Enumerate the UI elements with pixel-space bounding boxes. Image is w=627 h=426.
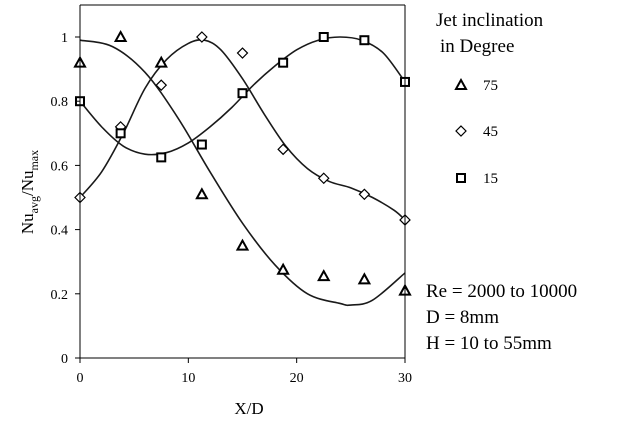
data-point-75-degree: [357, 272, 372, 285]
legend-marker-15-degree: [456, 173, 466, 183]
data-markers: [73, 29, 412, 296]
data-point-75-degree: [317, 269, 331, 282]
x-tick-label: 10: [181, 371, 195, 386]
legend-entries: 75 45 15: [454, 77, 498, 187]
data-point-45-degree: [196, 31, 208, 43]
data-point-45-degree: [236, 47, 249, 59]
y-tick-label: 1: [61, 31, 68, 46]
legend: Jet inclination in Degree 75 45 15: [436, 10, 544, 187]
fit-curve-45-degree: [79, 39, 406, 221]
data-point-45-degree: [155, 79, 168, 91]
legend-label-15-degree: 15: [483, 171, 498, 187]
data-point-45-degree: [277, 143, 289, 156]
x-tick-label: 0: [77, 371, 84, 386]
y-tick-label: 0.6: [51, 159, 69, 174]
legend-title-line-2: in Degree: [440, 36, 514, 57]
legend-marker-75-degree: [454, 77, 468, 90]
legend-marker-45-degree: [455, 125, 467, 137]
annotation-height: H = 10 to 55mm: [426, 333, 552, 354]
axes: 0 10 20 30 0 0.2 0.4 0.6 0.8 1: [51, 4, 412, 386]
y-tick-label: 0.4: [51, 224, 69, 239]
data-point-15-degree: [359, 35, 370, 46]
y-tick-label: 0.2: [51, 288, 69, 303]
data-point-15-degree: [318, 32, 329, 42]
x-tick-label: 20: [290, 371, 304, 386]
data-point-75-degree: [195, 187, 209, 200]
legend-label-75-degree: 75: [483, 78, 498, 94]
experiment-conditions: Re = 2000 to 10000 D = 8mm H = 10 to 55m…: [426, 281, 577, 354]
fit-curve-75-degree: [79, 39, 406, 307]
legend-label-45-degree: 45: [483, 124, 498, 140]
fit-curves: [79, 36, 406, 307]
annotation-reynolds: Re = 2000 to 10000: [426, 281, 577, 302]
data-point-15-degree: [156, 152, 167, 163]
data-point-45-degree: [317, 172, 330, 185]
data-point-45-degree: [358, 188, 371, 201]
y-axis-title: Nuavg/Numax: [18, 150, 41, 234]
data-point-15-degree: [278, 57, 289, 68]
data-point-75-degree: [154, 55, 168, 68]
x-tick-label: 30: [398, 371, 412, 386]
annotation-diameter: D = 8mm: [426, 307, 499, 328]
data-point-15-degree: [237, 88, 248, 99]
data-point-75-degree: [276, 262, 290, 275]
y-tick-label: 0.8: [51, 95, 69, 110]
data-point-15-degree: [115, 128, 126, 139]
data-point-75-degree: [113, 29, 128, 42]
legend-title-line-1: Jet inclination: [436, 10, 544, 31]
y-tick-label: 0: [61, 352, 68, 367]
x-axis-title: X/D: [234, 399, 263, 418]
data-point-15-degree: [196, 139, 207, 150]
data-point-75-degree: [235, 238, 250, 251]
